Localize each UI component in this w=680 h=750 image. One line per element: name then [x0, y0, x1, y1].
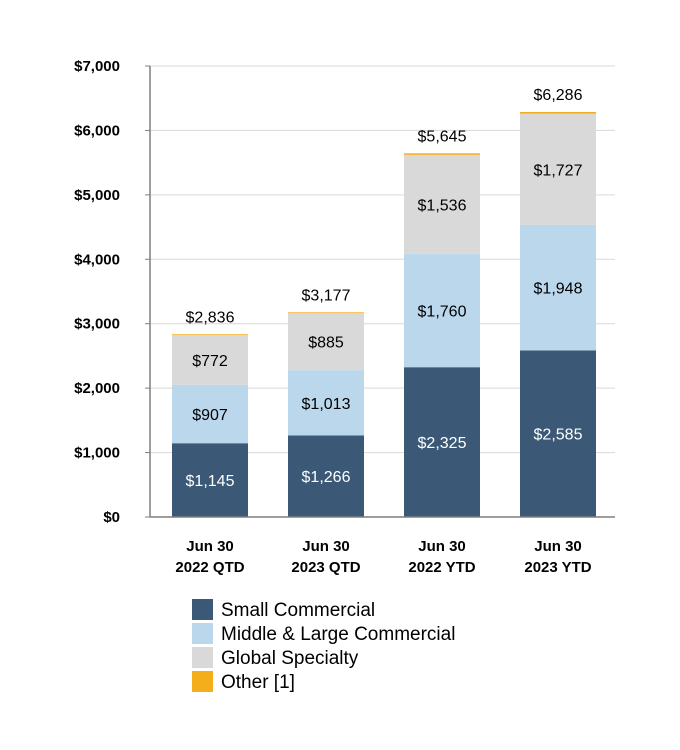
- data-label: $907: [192, 407, 228, 424]
- bar-segment: [288, 313, 364, 371]
- y-tick-label: $4,000: [74, 251, 120, 268]
- data-label: $772: [192, 353, 228, 370]
- data-label: $2,585: [534, 427, 583, 444]
- bar-segment: [172, 443, 248, 517]
- y-tick-label: $7,000: [74, 58, 120, 75]
- bar-segment: [520, 113, 596, 225]
- x-tick-label: Jun 30: [186, 538, 234, 555]
- y-tick-label: $3,000: [74, 316, 120, 333]
- x-tick-label: 2023 QTD: [291, 559, 360, 576]
- y-tick-label: $1,000: [74, 445, 120, 462]
- legend-swatch: [192, 599, 213, 620]
- bar-segment: [520, 350, 596, 517]
- data-label: $1,013: [302, 396, 351, 413]
- x-tick-label: 2022 QTD: [175, 559, 244, 576]
- bar-segment: [288, 435, 364, 517]
- legend-label: Other [1]: [221, 672, 295, 693]
- x-tick-label: 2023 YTD: [524, 559, 591, 576]
- x-tick-label: Jun 30: [302, 538, 350, 555]
- bars: $1,145 $907 $772 $2,836 $1,266 $1,013 $885 $3,1…: [172, 87, 596, 517]
- data-label: $1,727: [534, 162, 583, 179]
- legend-swatch: [192, 647, 213, 668]
- total-label: $5,645: [418, 128, 467, 145]
- bar-segment: [520, 112, 596, 114]
- data-label: $1,145: [186, 473, 235, 490]
- bar-segment: [172, 335, 248, 385]
- total-label: $2,836: [186, 309, 235, 326]
- legend-swatch: [192, 671, 213, 692]
- bar-segment: [520, 224, 596, 351]
- bar-segment: [404, 153, 480, 155]
- data-label: $2,325: [418, 435, 467, 452]
- y-tick-label: $6,000: [74, 122, 120, 139]
- data-label: $885: [308, 335, 344, 352]
- bar-segment: [288, 312, 364, 314]
- total-label: $3,177: [302, 287, 351, 304]
- bar-segment: [172, 384, 248, 444]
- y-axis-ticks: $0 $1,000 $2,000 $3,000 $4,000 $5,000 $6,000 $7…: [74, 58, 120, 526]
- bar-segment: [404, 253, 480, 368]
- bar-segment: [404, 154, 480, 254]
- legend-label: Small Commercial: [221, 600, 375, 621]
- x-axis-ticks: Jun 30 2022 QTD Jun 30 2023 QTD Jun 30 2022 Y…: [175, 538, 591, 576]
- data-label: $1,760: [418, 304, 467, 321]
- data-label: $1,266: [302, 469, 351, 486]
- x-tick-label: Jun 30: [534, 538, 582, 555]
- x-tick-label: Jun 30: [418, 538, 466, 555]
- total-label: $6,286: [534, 87, 583, 104]
- y-tick-label: $2,000: [74, 380, 120, 397]
- legend-label: Global Specialty: [221, 648, 359, 669]
- data-label: $1,948: [534, 281, 583, 298]
- bar-segment: [172, 334, 248, 336]
- bar-segment: [288, 370, 364, 436]
- y-tick-label: $0: [103, 509, 120, 526]
- data-label: $1,536: [418, 197, 467, 214]
- legend: Small Commercial Middle & Large Commercia…: [192, 599, 455, 693]
- axes: [145, 65, 615, 518]
- y-tick-label: $5,000: [74, 187, 120, 204]
- legend-swatch: [192, 623, 213, 644]
- x-tick-label: 2022 YTD: [408, 559, 475, 576]
- bar-segment: [404, 367, 480, 517]
- legend-label: Middle & Large Commercial: [221, 624, 455, 645]
